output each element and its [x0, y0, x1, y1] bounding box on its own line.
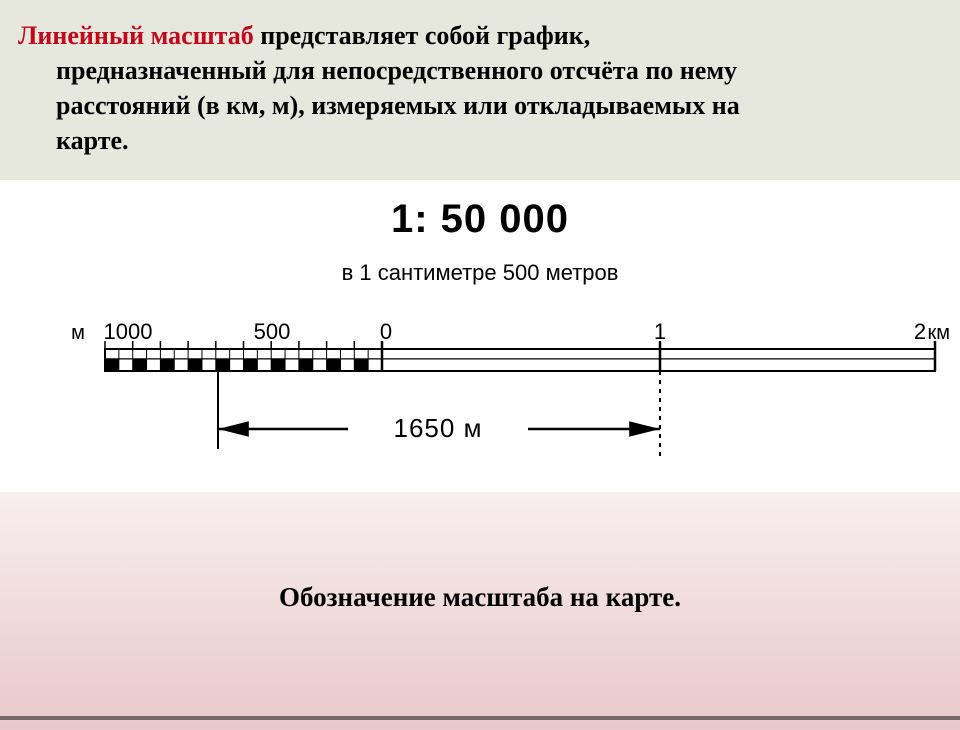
scale-bar	[105, 341, 935, 371]
scale-diagram-area: 1: 50 000 в 1 сантиметре 500 метров м км…	[0, 180, 960, 492]
definition-text: Линейный масштаб представляет собой граф…	[18, 18, 912, 158]
caption-band: Обозначение масштаба на карте.	[0, 492, 960, 730]
tick-1000: 1000	[104, 319, 153, 344]
caption-text: Обозначение масштаба на карте.	[0, 582, 960, 613]
definition-rest1: представляет собой график,	[254, 21, 590, 50]
tick-2: 2	[914, 319, 926, 344]
tick-500: 500	[254, 319, 291, 344]
definition-line2: предназначенный для непосредственного от…	[18, 53, 912, 88]
unit-right: км	[928, 322, 951, 344]
scale-ratio: 1: 50 000	[391, 197, 569, 241]
definition-line4: карте.	[18, 123, 912, 158]
measurement-value: 1650 м	[394, 413, 483, 443]
tick-0: 0	[380, 319, 392, 344]
definition-term: Линейный масштаб	[18, 21, 254, 50]
definition-band: Линейный масштаб представляет собой граф…	[0, 0, 960, 180]
unit-left: м	[71, 322, 85, 344]
tick-1: 1	[654, 319, 666, 344]
scale-diagram: 1: 50 000 в 1 сантиметре 500 метров м км…	[0, 184, 960, 496]
bottom-divider	[0, 716, 960, 720]
scale-subtitle: в 1 сантиметре 500 метров	[342, 260, 619, 285]
definition-line3: расстояний (в км, м), измеряемых или отк…	[18, 88, 912, 123]
